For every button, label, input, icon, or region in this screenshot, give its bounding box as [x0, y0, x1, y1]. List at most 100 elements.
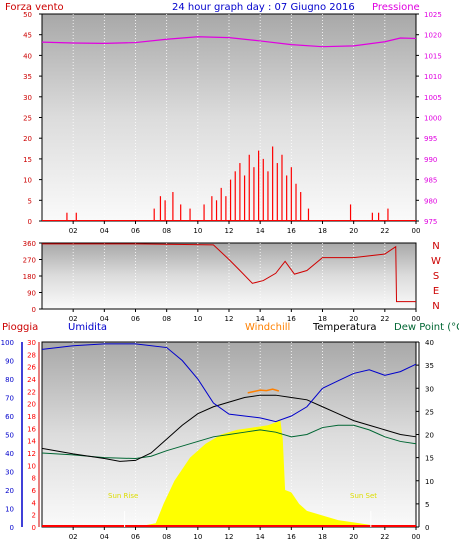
- wind-x-tick-label: 16: [287, 227, 296, 235]
- humidity-axis-label: 100: [1, 339, 14, 347]
- temp-x-tick-label: 04: [100, 533, 109, 541]
- wind-pressure-panel: [41, 13, 417, 222]
- direction-x-tick-label: 02: [69, 315, 78, 323]
- wind-axis-label: 50: [23, 11, 32, 19]
- sunrise-label: Sun Rise: [108, 492, 138, 500]
- temp-x-tick-label: 22: [380, 533, 389, 541]
- wind-x-tick-label: 04: [100, 227, 109, 235]
- temp-axis-label: 10: [425, 478, 434, 486]
- direction-x-tick-label: 00: [412, 315, 421, 323]
- wind-axis-label: 35: [23, 73, 32, 81]
- direction-x-tick-label: 04: [100, 315, 109, 323]
- cardinal-label: E: [433, 286, 439, 297]
- windchill-line: [247, 388, 280, 394]
- solar-area: [127, 420, 409, 527]
- wind-axis-label: 0: [28, 218, 32, 226]
- wind-x-tick-label: 20: [349, 227, 358, 235]
- temp-x-tick-label: 20: [349, 533, 358, 541]
- temp-axis-label: 0: [425, 524, 429, 532]
- wind-axis-label: 20: [23, 135, 32, 143]
- temp-axis-label: 25: [425, 408, 434, 416]
- humidity-axis-label: 90: [5, 358, 14, 366]
- humidity-axis-label: 10: [5, 506, 14, 514]
- rain-axis-label: 30: [27, 339, 36, 347]
- wind-axis-label: 40: [23, 52, 32, 60]
- temp-hum-ticks: 0102030405060708090100024681012141618202…: [1, 339, 434, 541]
- humidity-axis-label: 70: [5, 395, 14, 403]
- pressure-axis-label: 995: [424, 135, 437, 143]
- humidity-axis-label: 80: [5, 376, 14, 384]
- temp-hum-grid: [72, 342, 386, 527]
- rain-axis-label: 8: [32, 475, 36, 483]
- temp-x-tick-label: 06: [131, 533, 140, 541]
- direction-x-tick-label: 10: [193, 315, 202, 323]
- pressure-axis-label: 1025: [424, 11, 442, 19]
- pressure-axis-label: 1015: [424, 52, 442, 60]
- windchill-label: Windchill: [245, 322, 290, 333]
- rain-axis-label: 18: [27, 413, 36, 421]
- rain-label: Pioggia: [2, 322, 38, 333]
- direction-series: [42, 243, 416, 303]
- direction-axis-label: 360: [23, 240, 36, 248]
- graph-title: 24 hour graph day : 07 Giugno 2016: [172, 2, 355, 13]
- temp-axis-label: 20: [425, 432, 434, 440]
- humidity-label: Umidita: [68, 322, 107, 333]
- pressure-title: Pressione: [372, 2, 420, 13]
- wind-pressure-ticks: 0510152025303540455097598098599099510001…: [23, 11, 442, 235]
- wind-axis-label: 10: [23, 177, 32, 185]
- direction-x-tick-label: 08: [162, 315, 171, 323]
- wind-x-tick-label: 02: [69, 227, 78, 235]
- direction-axis-label: 0: [32, 306, 36, 314]
- wind-axis-label: 45: [23, 32, 32, 40]
- direction-x-tick-label: 18: [318, 315, 327, 323]
- direction-x-tick-label: 16: [287, 315, 296, 323]
- direction-axis-label: 90: [27, 290, 36, 298]
- humidity-line: [41, 343, 417, 423]
- wind-pressure-series: [41, 36, 417, 221]
- wind-speed-title: Forza vento: [5, 2, 64, 13]
- rain-axis-label: 0: [32, 524, 36, 532]
- wind-x-tick-label: 22: [380, 227, 389, 235]
- temperature-label: Temperatura: [312, 322, 377, 333]
- temp-x-tick-label: 10: [193, 533, 202, 541]
- rain-axis-label: 4: [32, 499, 37, 507]
- wind-x-tick-label: 00: [412, 227, 421, 235]
- rain-axis-label: 20: [27, 401, 36, 409]
- temp-axis-label: 35: [425, 362, 434, 370]
- direction-x-tick-label: 06: [131, 315, 140, 323]
- rain-axis-label: 16: [27, 425, 36, 433]
- pressure-axis-label: 980: [424, 197, 437, 205]
- cardinal-label: W: [431, 256, 441, 267]
- temp-x-tick-label: 08: [162, 533, 171, 541]
- direction-grid: [72, 243, 386, 309]
- temp-x-tick-label: 00: [412, 533, 421, 541]
- cardinal-label: N: [432, 241, 439, 252]
- direction-x-tick-label: 14: [256, 315, 265, 323]
- cardinal-label: S: [433, 271, 439, 282]
- temperature-line: [41, 394, 417, 462]
- humidity-axis-label: 50: [5, 432, 14, 440]
- wind-x-tick-label: 10: [193, 227, 202, 235]
- temp-axis-label: 30: [425, 385, 434, 393]
- wind-x-tick-label: 08: [162, 227, 171, 235]
- temp-x-tick-label: 14: [256, 533, 265, 541]
- sunset-label: Sun Set: [350, 492, 377, 500]
- pressure-axis-label: 975: [424, 218, 437, 226]
- cardinal-label: N: [432, 301, 439, 312]
- humidity-axis-label: 30: [5, 469, 14, 477]
- direction-x-tick-label: 20: [349, 315, 358, 323]
- direction-x-tick-label: 22: [380, 315, 389, 323]
- rain-axis-label: 14: [27, 438, 36, 446]
- rain-axis-label: 22: [27, 388, 36, 396]
- pressure-line: [41, 36, 417, 48]
- wind-x-tick-label: 12: [225, 227, 234, 235]
- rain-axis-label: 24: [27, 376, 36, 384]
- humidity-axis-label: 40: [5, 450, 14, 458]
- temp-axis-label: 5: [425, 501, 429, 509]
- humidity-axis-label: 20: [5, 487, 14, 495]
- pressure-axis-label: 985: [424, 177, 437, 185]
- direction-line: [42, 243, 416, 303]
- pressure-axis-label: 1005: [424, 94, 442, 102]
- rain-axis-label: 10: [27, 462, 36, 470]
